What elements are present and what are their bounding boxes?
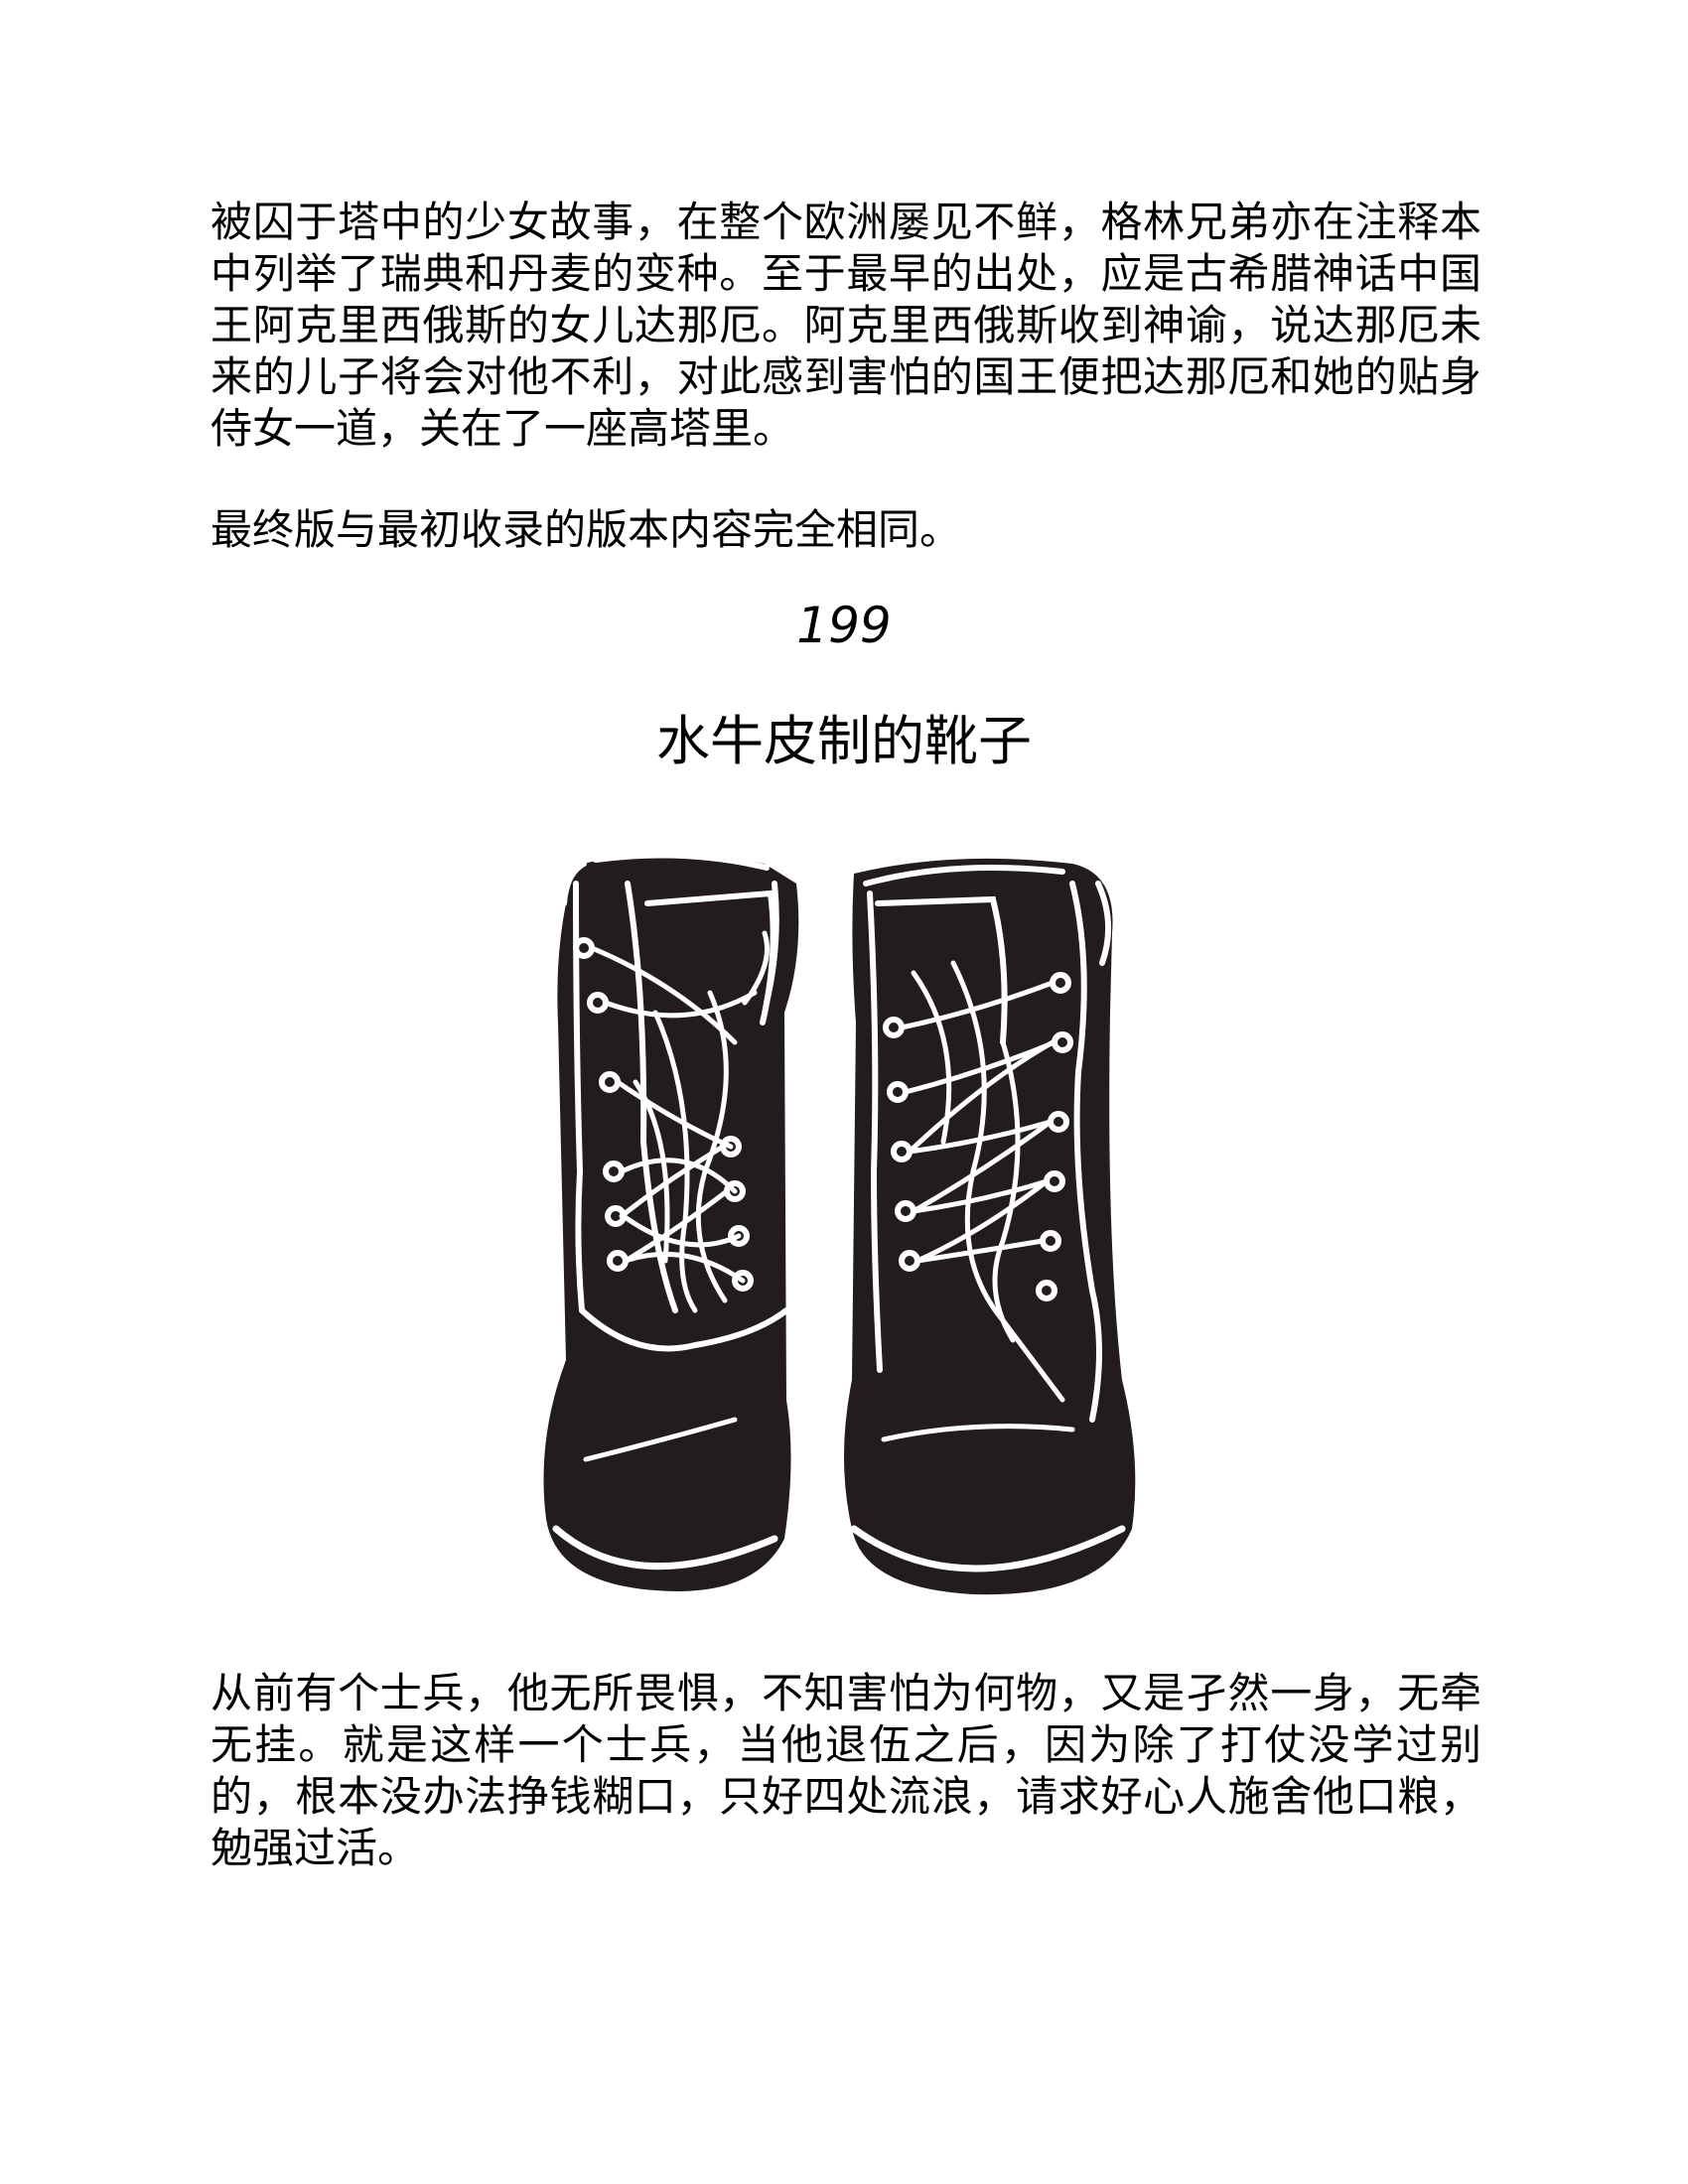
story-opening-paragraph: 从前有个士兵，他无所畏惧，不知害怕为何物，又是孑然一身，无牵无挂。就是这样一个士… [211, 1669, 1481, 1872]
left-boot-icon [543, 852, 799, 1591]
right-boot-icon [844, 858, 1136, 1595]
story-title: 水牛皮制的靴子 [656, 710, 1032, 772]
boots-illustration-icon [543, 852, 1136, 1595]
story-number: 199 [796, 597, 892, 654]
final-version-note: 最终版与最初收录的版本内容完全相同。 [211, 505, 962, 554]
intro-paragraph: 被囚于塔中的少女故事，在整个欧洲屡见不鲜，格林兄弟亦在注释本中列举了瑞典和丹麦的… [211, 198, 1481, 453]
